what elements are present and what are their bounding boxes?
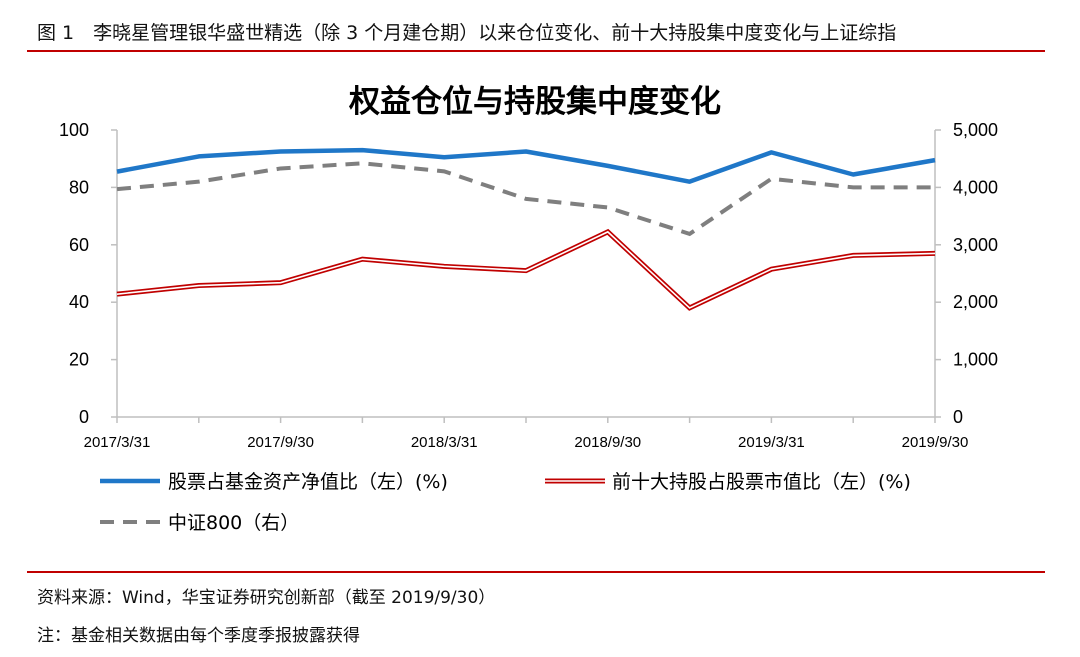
chart-legend: 股票占基金资产净值比（左）(%) 前十大持股占股票市值比（左）(%) 中证800（右… (100, 471, 911, 534)
top-divider (27, 50, 1045, 52)
left-tick-label: 100 (59, 120, 89, 140)
left-tick-label: 40 (69, 292, 89, 312)
x-tick-label: 2017/3/31 (84, 434, 151, 451)
left-tick-label: 20 (69, 350, 89, 370)
x-tick-label: 2019/3/31 (738, 434, 805, 451)
legend-label-top10: 前十大持股占股票市值比（左）(%) (612, 471, 911, 493)
series-line-top10-inner (116, 230, 936, 309)
chart-area: 权益仓位与持股集中度变化 0 20 40 60 80 100 0 1,000 2,000 3,00… (59, 84, 998, 534)
right-tick-label: 0 (953, 407, 963, 427)
source-note: 资料来源：Wind，华宝证券研究创新部（截至 2019/9/30） (37, 588, 496, 608)
left-tick-label: 0 (79, 407, 89, 427)
chart-axes: 0 20 40 60 80 100 0 1,000 2,000 3,000 4,000 5,000 20… (59, 120, 998, 451)
x-tick-label: 2019/9/30 (902, 434, 969, 451)
legend-label-csi800: 中证800（右） (168, 512, 299, 534)
series-line-csi800 (116, 161, 935, 237)
series-line-equity-ratio (116, 147, 936, 184)
chart-title: 权益仓位与持股集中度变化 (348, 84, 721, 120)
legend-label-equity-ratio: 股票占基金资产净值比（左）(%) (168, 471, 448, 493)
footnote: 注：基金相关数据由每个季度季报披露获得 (37, 626, 360, 646)
right-tick-label: 4,000 (953, 177, 998, 197)
bottom-divider (27, 571, 1045, 573)
right-tick-label: 5,000 (953, 120, 998, 140)
x-tick-label: 2017/9/30 (247, 434, 314, 451)
chart-series (116, 147, 936, 311)
right-tick-label: 3,000 (953, 235, 998, 255)
left-tick-label: 60 (69, 235, 89, 255)
right-tick-label: 1,000 (953, 350, 998, 370)
x-tick-label: 2018/9/30 (574, 434, 641, 451)
figure-caption: 图 1 李晓星管理银华盛世精选（除 3 个月建仓期）以来仓位变化、前十大持股集中… (37, 22, 897, 44)
x-tick-label: 2018/3/31 (411, 434, 478, 451)
right-tick-label: 2,000 (953, 292, 998, 312)
left-tick-label: 80 (69, 177, 89, 197)
